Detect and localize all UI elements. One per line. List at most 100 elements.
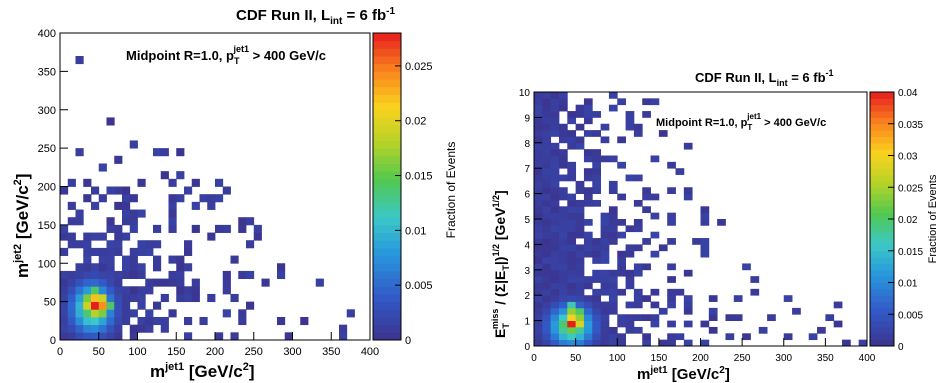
heatmap-bin	[667, 301, 676, 309]
heatmap-bin	[650, 314, 660, 321]
heatmap-bin	[617, 219, 626, 226]
heatmap-bin	[91, 232, 100, 241]
heatmap-bin	[153, 301, 162, 310]
heatmap-bin	[176, 194, 185, 203]
x-tick-label: 250	[734, 353, 751, 364]
heatmap-bin	[633, 130, 643, 137]
heatmap-bin	[583, 333, 593, 341]
heatmap-bin	[168, 209, 177, 218]
heatmap-bin	[717, 219, 726, 226]
heatmap-bin	[184, 263, 193, 272]
heatmap-bin	[230, 293, 239, 303]
heatmap-bin	[633, 326, 643, 334]
heatmap-bin	[683, 307, 693, 315]
heatmap-bin	[550, 187, 560, 194]
heatmap-bin	[534, 244, 543, 252]
heatmap-bin	[558, 282, 568, 290]
heatmap-bin	[145, 309, 154, 318]
heatmap-bin	[567, 117, 577, 125]
heatmap-bin	[592, 339, 601, 347]
heatmap-bin	[625, 244, 635, 252]
heatmap-bin	[98, 163, 107, 172]
heatmap-bin	[558, 231, 568, 239]
heatmap-bin	[98, 255, 107, 264]
heatmap-bin	[542, 187, 552, 194]
heatmap-bin	[114, 240, 123, 249]
heatmap-bin	[858, 339, 868, 347]
colorbar-segment	[870, 187, 894, 195]
heatmap-bin	[550, 104, 560, 112]
heatmap-bin	[550, 199, 560, 207]
heatmap-bin	[600, 320, 610, 328]
heatmap-bin	[583, 111, 593, 118]
heatmap-bin	[558, 333, 568, 341]
heatmap-bin	[184, 293, 193, 303]
colorbar-segment	[373, 171, 401, 180]
colorbar-segment	[373, 240, 401, 249]
x-tick-label: 50	[93, 346, 105, 358]
heatmap-bin	[160, 316, 169, 326]
heatmap-bin	[67, 293, 76, 303]
heatmap-bin	[534, 117, 543, 125]
heatmap-bin	[534, 142, 543, 150]
heatmap-bin	[667, 187, 676, 194]
colorbar-segment	[373, 247, 401, 257]
colorbar-segment	[870, 333, 894, 341]
heatmap-bin	[633, 244, 643, 252]
heatmap-bin	[550, 168, 560, 175]
y-tick-label: 9	[524, 113, 530, 124]
heatmap-bin	[608, 307, 618, 315]
heatmap-bin	[83, 194, 92, 203]
heatmap-bin	[153, 224, 162, 233]
colorbar-segment	[870, 282, 894, 290]
heatmap-bin	[67, 232, 76, 241]
heatmap-bin	[758, 326, 768, 334]
colorbar-segment	[373, 201, 401, 211]
heatmap-bin	[207, 293, 216, 303]
heatmap-bin	[106, 332, 115, 341]
heatmap-bin	[600, 307, 610, 315]
x-tick-label: 0	[531, 353, 537, 364]
heatmap-bin	[122, 316, 131, 326]
heatmap-bin	[600, 282, 610, 290]
colorbar-segment	[870, 130, 894, 137]
heatmap-bin	[633, 219, 643, 226]
x-tick-label: 150	[167, 346, 185, 358]
colorbar-segment	[870, 307, 894, 315]
heatmap-bin	[625, 326, 635, 334]
heatmap-bin	[558, 123, 568, 131]
heatmap-bin	[60, 270, 69, 280]
colorbar-segment	[373, 71, 401, 80]
heatmap-bin	[542, 307, 552, 315]
heatmap-bin	[230, 332, 239, 341]
heatmap-bin	[575, 104, 585, 112]
heatmap-bin	[592, 295, 601, 302]
heatmap-bin	[534, 276, 543, 283]
heatmap-bin	[534, 238, 543, 245]
heatmap-bin	[750, 276, 760, 283]
heatmap-bin	[683, 295, 693, 302]
heatmap-bin	[617, 231, 626, 239]
heatmap-bin	[583, 250, 593, 258]
heatmap-bin	[137, 324, 146, 333]
heatmap-bin	[600, 276, 610, 283]
heatmap-bin	[650, 212, 660, 220]
heatmap-bin	[558, 339, 568, 347]
heatmap-bin	[534, 174, 543, 182]
heatmap-bin	[542, 269, 552, 277]
colorbar-segment	[373, 286, 401, 295]
heatmap-bin	[191, 224, 200, 233]
heatmap-bin	[575, 136, 585, 144]
heatmap-bin	[137, 178, 146, 187]
heatmap-bin	[583, 219, 593, 226]
colorbar-segment	[870, 276, 894, 283]
heatmap-bin	[114, 324, 123, 333]
heatmap-bin	[542, 257, 552, 264]
heatmap-bin	[75, 293, 84, 303]
heatmap-bin	[542, 168, 552, 175]
heatmap-bin	[600, 238, 610, 245]
heatmap-bin	[176, 286, 185, 295]
heatmap-bin	[592, 199, 601, 207]
colorbar-segment	[373, 125, 401, 134]
colorbar-tick-label: 0.015	[898, 247, 923, 258]
